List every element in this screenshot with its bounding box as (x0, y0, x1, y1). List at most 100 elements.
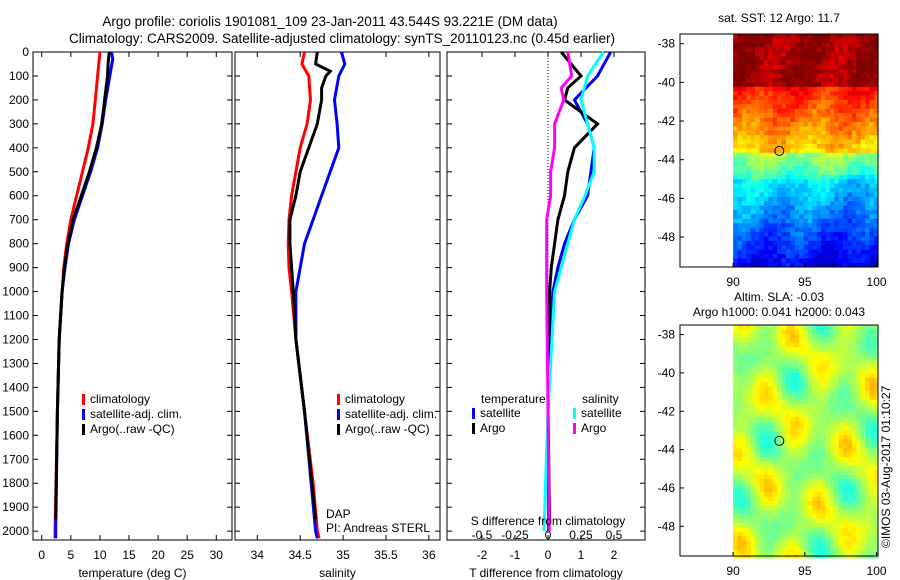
map-cell (860, 479, 866, 484)
map-cell (821, 421, 826, 427)
map-cell (737, 104, 743, 110)
map-cell (847, 108, 853, 114)
map-cell (777, 417, 782, 423)
map-cell (750, 91, 756, 96)
map-cell (873, 545, 879, 550)
map-cell (816, 78, 822, 83)
map-cell (834, 51, 839, 57)
map-cell (834, 373, 839, 379)
map-cell (856, 170, 861, 176)
map-cell (843, 113, 848, 118)
map-cell (821, 465, 826, 471)
map-cell (737, 448, 743, 453)
map-cell (772, 408, 778, 414)
map-cell (733, 144, 738, 149)
map-cell (790, 399, 795, 405)
map-cell (768, 408, 773, 414)
map-cell (750, 60, 756, 66)
map-cell (785, 91, 791, 96)
map-cell (807, 408, 813, 414)
map-cell (807, 240, 813, 246)
map-cell (737, 404, 743, 409)
map-cell (785, 386, 791, 392)
map-cell (799, 161, 804, 167)
map-cell (834, 113, 839, 118)
map-cell (821, 373, 826, 379)
map-cell (865, 122, 870, 127)
map-cell (803, 34, 809, 39)
map-cell (869, 360, 875, 365)
map-cell (807, 258, 813, 264)
map-cell (750, 355, 756, 361)
y-tick-label: 1700 (2, 452, 29, 466)
map-cell (838, 113, 844, 118)
map-cell (865, 501, 870, 506)
map-cell (777, 487, 782, 493)
map-cell (856, 457, 861, 462)
map-cell (777, 505, 782, 511)
map-cell (851, 104, 857, 110)
map-cell (803, 227, 809, 233)
map-cell (741, 108, 747, 114)
map-cell (803, 514, 809, 519)
map-cell (746, 157, 751, 162)
map-cell (746, 249, 751, 255)
map-cell (834, 549, 839, 555)
map-cell (869, 347, 875, 352)
map-cell (750, 443, 756, 449)
map-cell (741, 457, 747, 462)
map-cell (794, 452, 800, 458)
map-cell (829, 157, 835, 162)
map-cell (737, 170, 743, 176)
map-cell (781, 262, 787, 268)
map-cell (834, 214, 839, 220)
map-cell (737, 545, 743, 550)
map-cell (755, 408, 760, 414)
map-cell (733, 465, 738, 471)
map-cell (834, 382, 839, 387)
map-cell (865, 135, 870, 140)
map-cell (763, 417, 769, 423)
map-cell (785, 404, 791, 409)
map-cell (790, 86, 795, 92)
map-cell (746, 148, 751, 154)
map-cell (851, 338, 857, 343)
map-cell (759, 536, 765, 541)
map-cell (777, 545, 782, 550)
map-cell (790, 42, 795, 48)
map-cell (834, 474, 839, 480)
map-cell (851, 188, 857, 193)
map-cell (838, 549, 844, 555)
map-cell (869, 161, 875, 167)
map-cell (772, 465, 778, 471)
map-cell (737, 342, 743, 348)
map-cell (865, 51, 870, 57)
map-cell (816, 421, 822, 427)
map-cell (869, 148, 875, 154)
map-cell (834, 117, 839, 123)
map-cell (843, 342, 848, 348)
map-cell (799, 113, 804, 118)
map-cell (755, 474, 760, 480)
map-cell (785, 465, 791, 471)
map-cell (803, 386, 809, 392)
map-cell (733, 457, 738, 462)
legend-label: Argo (480, 421, 506, 435)
map-cell (794, 470, 800, 475)
map-cell (741, 157, 747, 162)
map-cell (860, 42, 866, 48)
map-cell (807, 196, 813, 202)
map-cell (825, 240, 831, 246)
map-cell (759, 56, 765, 61)
map-cell (860, 452, 866, 458)
map-cell (737, 399, 743, 405)
map-cell (847, 355, 853, 361)
map-cell (860, 457, 866, 462)
map-cell (772, 73, 778, 79)
map-cell (860, 174, 866, 180)
map-cell (781, 192, 787, 198)
series-line-t-argo (546, 51, 600, 520)
map-cell (755, 232, 760, 237)
map-cell (772, 364, 778, 370)
map-cell (759, 545, 765, 550)
